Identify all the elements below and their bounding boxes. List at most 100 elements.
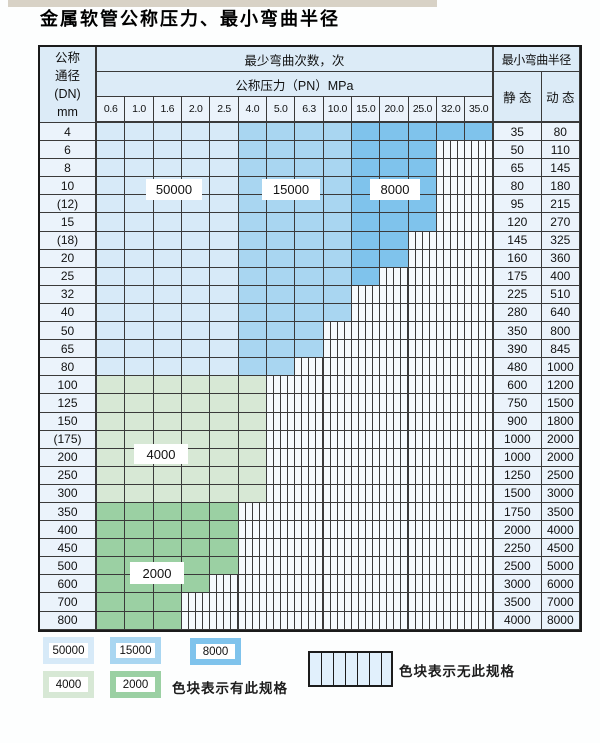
pressure-cell (97, 430, 126, 449)
pressure-cell (97, 412, 126, 431)
static-cell: 1000 (493, 448, 542, 467)
pressure-cell (352, 448, 381, 467)
pressure-tick: 20.0 (380, 97, 409, 123)
pressure-cell (97, 575, 126, 594)
label-8000: 8000 (370, 179, 420, 200)
pressure-cell (465, 340, 494, 359)
pressure-cell (380, 575, 409, 594)
pressure-cell (465, 466, 494, 485)
pressure-cell (238, 159, 268, 178)
pressure-cell (210, 430, 239, 449)
pressure-cell (380, 611, 409, 630)
pressure-cell (125, 358, 154, 377)
pressure-cell (352, 322, 381, 341)
dn-cell: 100 (40, 376, 97, 395)
pressure-cell (267, 521, 296, 540)
legend-swatch-15000-label: 15000 (119, 644, 152, 657)
pressure-cell (408, 267, 438, 286)
pressure-cell (465, 231, 494, 250)
pressure-cell (238, 322, 268, 341)
pressure-cell (465, 484, 494, 503)
static-cell: 750 (493, 394, 542, 413)
static-cell: 65 (493, 159, 542, 178)
pressure-cell (465, 177, 494, 196)
pressure-cell (295, 358, 324, 377)
pressure-tick: 2.0 (182, 97, 211, 123)
dn-cell: 20 (40, 249, 97, 268)
static-cell: 175 (493, 267, 542, 286)
pressure-cell (437, 141, 466, 160)
pressure-cell (323, 249, 353, 268)
pressure-cell (408, 159, 438, 178)
static-cell: 1500 (493, 484, 542, 503)
dn-cell: 65 (40, 340, 97, 359)
pressure-cell (323, 376, 353, 395)
pressure-cell (380, 376, 409, 395)
pressure-cell (352, 376, 381, 395)
pressure-cell (408, 430, 438, 449)
pressure-cell (408, 484, 438, 503)
pressure-cell (465, 159, 494, 178)
pressure-cell (323, 466, 353, 485)
pressure-cell (352, 340, 381, 359)
pressure-cell (295, 376, 324, 395)
dynamic-cell: 800 (541, 322, 580, 341)
dynamic-cell: 3500 (541, 502, 580, 522)
pressure-cell (267, 611, 296, 630)
pressure-cell (437, 231, 466, 250)
static-cell: 50 (493, 141, 542, 160)
pressure-cell (323, 231, 353, 250)
pressure-cell (182, 303, 211, 323)
pressure-cell (295, 159, 324, 178)
page-title: 金属软管公称压力、最小弯曲半径 (40, 9, 340, 30)
pressure-cell (182, 484, 211, 503)
pressure-cell (210, 539, 239, 558)
pressure-cell (182, 358, 211, 377)
static-cell: 1000 (493, 430, 542, 449)
pressure-cell (437, 358, 466, 377)
pressure-cell (408, 466, 438, 485)
pressure-cell (210, 249, 239, 268)
pressure-cell (267, 376, 296, 395)
pressure-cell (323, 448, 353, 467)
pressure-cell (182, 213, 211, 232)
pressure-cell (437, 123, 466, 142)
pressure-cell (408, 611, 438, 630)
legend-swatch-2000: 2000 (110, 671, 161, 698)
pressure-cell (238, 539, 268, 558)
pressure-cell (210, 521, 239, 540)
pressure-cell (295, 557, 324, 576)
pressure-cell (437, 448, 466, 467)
pressure-cell (182, 123, 211, 142)
pressure-cell (238, 303, 268, 323)
pressure-cell (352, 557, 381, 576)
pressure-cell (323, 557, 353, 576)
pressure-cell (238, 593, 268, 612)
dynamic-cell: 1500 (541, 394, 580, 413)
pressure-cell (352, 484, 381, 503)
pressure-cell (465, 539, 494, 558)
pressure-cell (323, 303, 353, 323)
dynamic-cell: 80 (541, 123, 580, 142)
pressure-cell (380, 412, 409, 431)
pressure-cell (238, 448, 268, 467)
pressure-cell (295, 231, 324, 250)
pressure-cell (210, 285, 239, 304)
pressure-cell (380, 466, 409, 485)
pressure-cell (182, 412, 211, 431)
dynamic-cell: 7000 (541, 593, 580, 612)
pressure-cell (323, 575, 353, 594)
pressure-cell (153, 593, 183, 612)
pressure-cell (182, 285, 211, 304)
pressure-cell (267, 448, 296, 467)
pressure-cell (267, 213, 296, 232)
pressure-cell (465, 267, 494, 286)
static-cell: 3500 (493, 593, 542, 612)
pressure-cell (182, 575, 211, 594)
pressure-tick: 25.0 (408, 97, 438, 123)
dynamic-cell: 2500 (541, 466, 580, 485)
pressure-cell (210, 593, 239, 612)
pressure-cell (323, 340, 353, 359)
pressure-cell (323, 593, 353, 612)
pressure-cell (267, 159, 296, 178)
